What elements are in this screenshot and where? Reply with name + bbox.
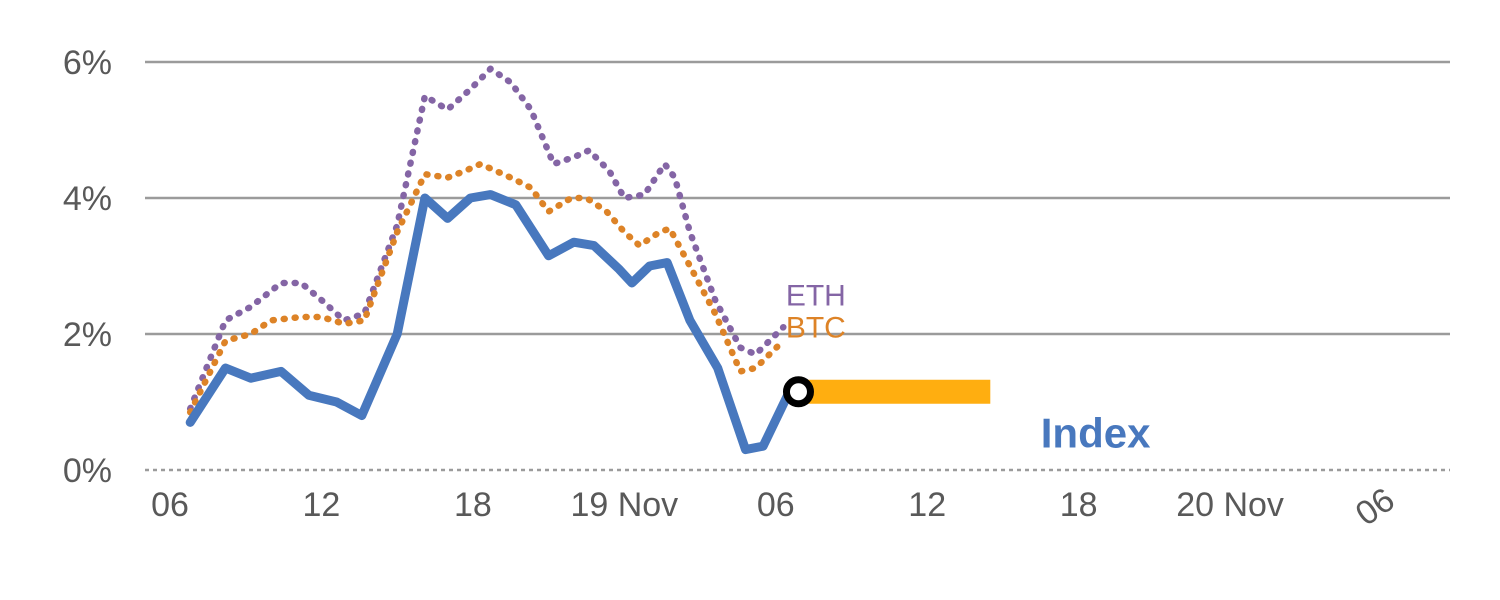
- x-tick-label-3: 19 Nov: [570, 486, 678, 524]
- x-tick-label-0: 06: [151, 486, 189, 524]
- y-tick-label-4pct: 4%: [63, 180, 112, 218]
- x-tick-label-1: 12: [303, 486, 341, 524]
- series-label-btc: BTC: [786, 311, 846, 344]
- series-label-eth: ETH: [786, 279, 846, 312]
- x-tick-label-4: 06: [757, 486, 795, 524]
- x-tick-label-8: 06: [1349, 481, 1402, 534]
- series-line-eth: [186, 65, 787, 413]
- current-point-marker: [782, 376, 814, 408]
- series-line-index: [185, 190, 803, 455]
- y-tick-label-6pct: 6%: [63, 44, 112, 82]
- x-tick-label-5: 12: [908, 486, 946, 524]
- x-tick-label-2: 18: [454, 486, 492, 524]
- y-tick-label-0pct: 0%: [63, 452, 112, 490]
- x-tick-label-6: 18: [1060, 486, 1098, 524]
- x-tick-label-7: 20 Nov: [1176, 486, 1284, 524]
- series-line-btc: [186, 160, 787, 416]
- series-label-index: Index: [1041, 410, 1151, 457]
- y-tick-label-2pct: 2%: [63, 316, 112, 354]
